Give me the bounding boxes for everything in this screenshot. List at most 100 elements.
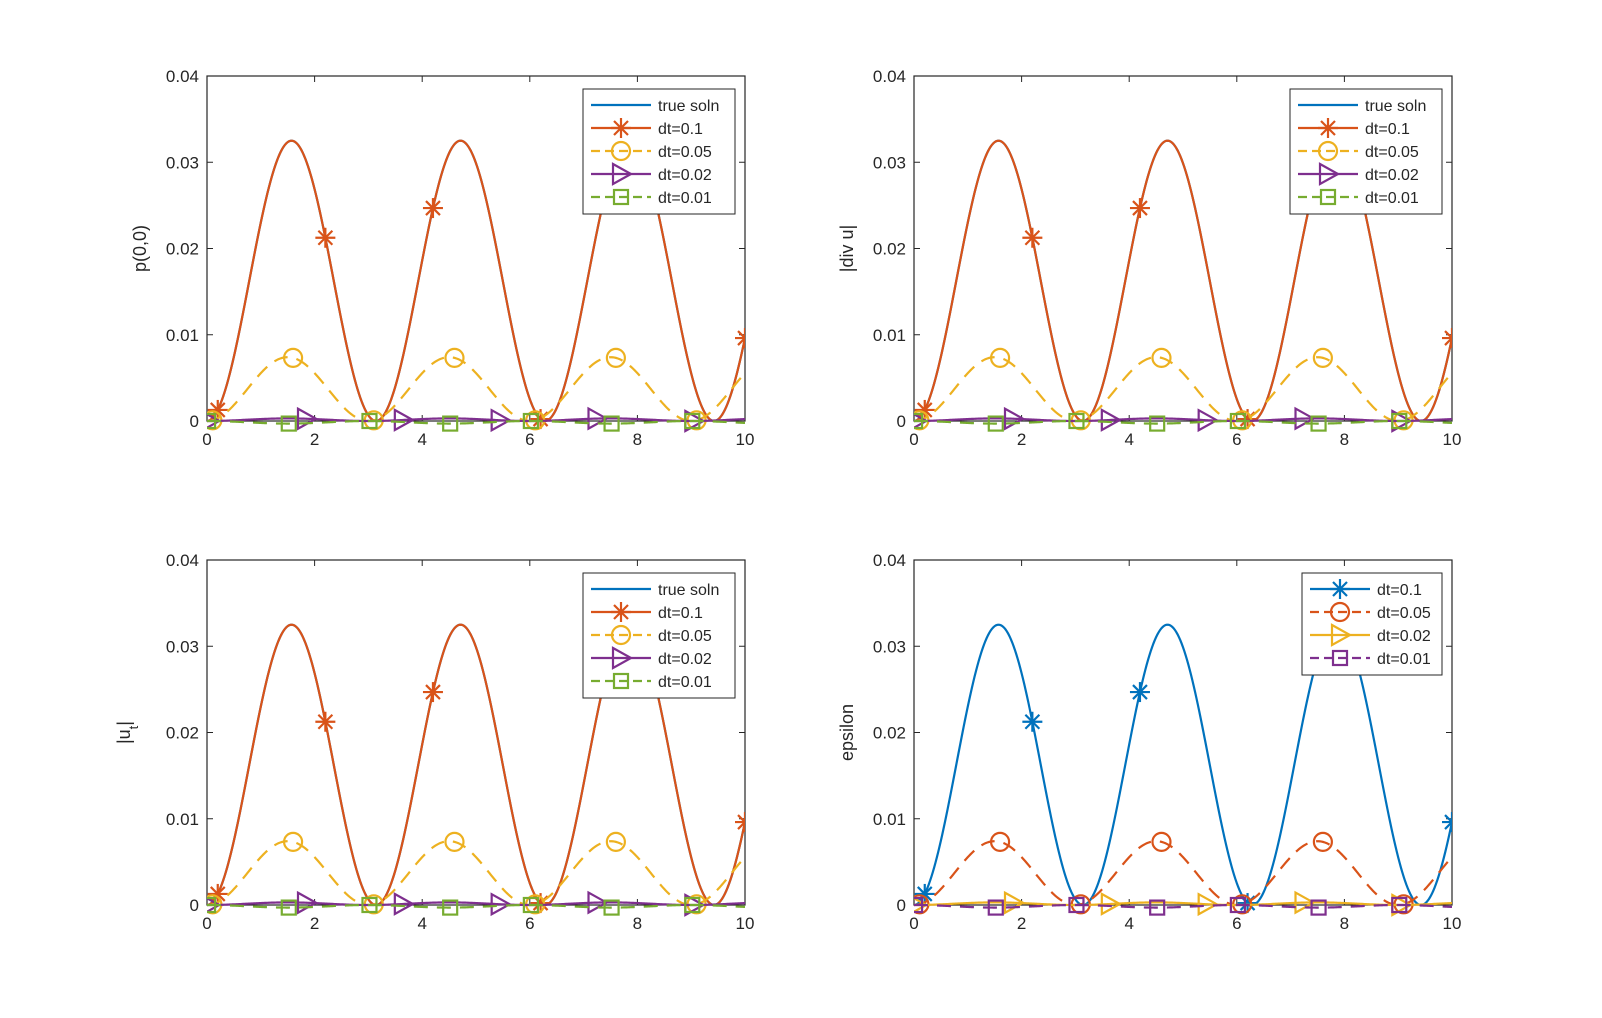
- legend-label: dt=0.05: [658, 628, 712, 645]
- series-marker-dt=0.01: [603, 899, 620, 916]
- legend-label: dt=0.01: [1365, 190, 1419, 207]
- legend-marker-dt=0.02: [1330, 623, 1353, 647]
- series-marker-dt=0.05: [282, 831, 304, 852]
- data-lines: [914, 623, 1452, 917]
- legend-marker-dt=0.02: [611, 646, 634, 670]
- series-marker-dt=0.01: [207, 896, 217, 914]
- y-tick-label: 0.03: [166, 153, 199, 172]
- legend-label: dt=0.02: [658, 167, 712, 184]
- y-tick-label: 0.02: [166, 724, 199, 743]
- series-marker-dt=0.02: [1294, 890, 1316, 915]
- legend-marker-dt=0.1: [611, 602, 631, 622]
- series-marker-dt=0.1: [1442, 328, 1452, 349]
- x-tick-label: 8: [1340, 914, 1349, 933]
- x-tick-label: 10: [1443, 914, 1462, 933]
- legend-marker-dt=0.01: [612, 188, 630, 206]
- legend-label: dt=0.05: [1377, 605, 1431, 622]
- x-tick-label: 6: [1232, 430, 1241, 449]
- y-axis-label: p(0,0): [130, 225, 150, 272]
- legend-label: true soln: [658, 582, 719, 599]
- legend-marker-dt=0.1: [1330, 579, 1350, 599]
- y-tick-label: 0.01: [166, 810, 199, 829]
- series-marker-dt=0.1: [315, 711, 336, 732]
- y-tick-label: 0.01: [873, 810, 906, 829]
- series-marker-dt=0.05: [1151, 347, 1172, 368]
- series-marker-dt=0.01: [207, 412, 217, 430]
- legend-label: dt=0.1: [1365, 121, 1410, 138]
- series-marker-dt=0.01: [1149, 415, 1166, 432]
- series-marker-dt=0.01: [987, 899, 1004, 916]
- series-marker-dt=0.1: [735, 328, 745, 349]
- legend-label: true soln: [1365, 98, 1426, 115]
- legend-marker-dt=0.05: [1317, 140, 1339, 162]
- legend-marker-dt=0.02: [611, 162, 634, 186]
- legend-marker-dt=0.1: [1318, 118, 1338, 138]
- x-tick-label: 6: [525, 430, 534, 449]
- series-marker-dt=0.1: [207, 883, 228, 904]
- x-tick-label: 8: [1340, 430, 1349, 449]
- series-marker-dt=0.02: [490, 892, 512, 917]
- x-tick-label: 6: [525, 914, 534, 933]
- legend-marker-dt=0.01: [1331, 649, 1349, 667]
- series-marker-dt=0.01: [361, 896, 378, 914]
- x-tick-label: 4: [417, 430, 426, 449]
- y-tick-label: 0.04: [873, 551, 906, 570]
- series-marker-dt=0.05: [605, 347, 626, 368]
- legend-label: dt=0.1: [658, 605, 703, 622]
- series-marker-dt=0.01: [1310, 415, 1327, 432]
- y-tick-label: 0.04: [166, 67, 199, 86]
- x-tick-label: 8: [633, 430, 642, 449]
- series-marker-dt=0.02: [1100, 408, 1123, 432]
- legend-label: true soln: [658, 98, 719, 115]
- x-tick-label: 8: [633, 914, 642, 933]
- legend-label: dt=0.01: [1377, 651, 1431, 668]
- series-marker-dt=0.1: [1022, 227, 1043, 248]
- legend-label: dt=0.01: [658, 190, 712, 207]
- series-marker-dt=0.01: [1229, 896, 1246, 914]
- y-tick-label: 0.02: [873, 724, 906, 743]
- series-marker-dt=0.05: [282, 347, 304, 368]
- series-marker-dt=0.01: [1391, 412, 1408, 430]
- series-marker-dt=0.01: [1229, 412, 1246, 430]
- series-line-dt=0.01: [914, 903, 1452, 909]
- series-line-dt=0.01: [207, 903, 745, 909]
- series-marker-dt=0.1: [735, 812, 745, 833]
- legend-label: dt=0.05: [658, 144, 712, 161]
- series-marker-dt=0.1: [422, 682, 443, 703]
- series-line-dt=0.05: [207, 840, 745, 907]
- series-marker-dt=0.05: [1312, 831, 1333, 852]
- legend-marker-dt=0.05: [610, 624, 632, 646]
- legend-label: dt=0.05: [1365, 144, 1419, 161]
- x-tick-label: 0: [202, 914, 211, 933]
- x-tick-label: 0: [202, 430, 211, 449]
- legend: true soln dt=0.1 dt=0.05 dt=0.02 dt=0.01: [582, 572, 736, 699]
- legend-label: dt=0.02: [1365, 167, 1419, 184]
- y-axis-label: |div u|: [837, 225, 857, 272]
- legend-label: dt=0.1: [1377, 582, 1422, 599]
- x-tick-label: 4: [1124, 430, 1133, 449]
- series-marker-dt=0.01: [914, 896, 924, 914]
- series-line-dt=0.05: [914, 356, 1452, 423]
- y-tick-label: 0.01: [166, 326, 199, 345]
- series-marker-dt=0.05: [989, 347, 1011, 368]
- series-marker-dt=0.1: [1442, 812, 1452, 833]
- series-marker-dt=0.1: [315, 227, 336, 248]
- series-marker-dt=0.01: [684, 412, 701, 430]
- series-marker-dt=0.02: [914, 412, 929, 430]
- series-marker-dt=0.01: [442, 899, 459, 916]
- x-tick-label: 10: [1443, 430, 1462, 449]
- series-marker-dt=0.1: [1022, 711, 1043, 732]
- series-marker-dt=0.05: [605, 831, 626, 852]
- x-tick-label: 2: [310, 914, 319, 933]
- legend-label: dt=0.1: [658, 121, 703, 138]
- series-marker-dt=0.05: [1312, 347, 1333, 368]
- series-marker-dt=0.02: [1100, 892, 1123, 916]
- x-tick-label: 6: [1232, 914, 1241, 933]
- chart-panel-2: 0 2 4 6 8 10 0 0.01 0.02 0.03 0.04 |div u| true soln…: [837, 67, 1462, 449]
- legend-marker-dt=0.05: [610, 140, 632, 162]
- legend: true soln dt=0.1 dt=0.05 dt=0.02 dt=0.01: [582, 88, 736, 215]
- y-tick-label: 0: [897, 896, 906, 915]
- y-tick-label: 0.04: [873, 67, 906, 86]
- series-line-dt=0.01: [914, 419, 1452, 425]
